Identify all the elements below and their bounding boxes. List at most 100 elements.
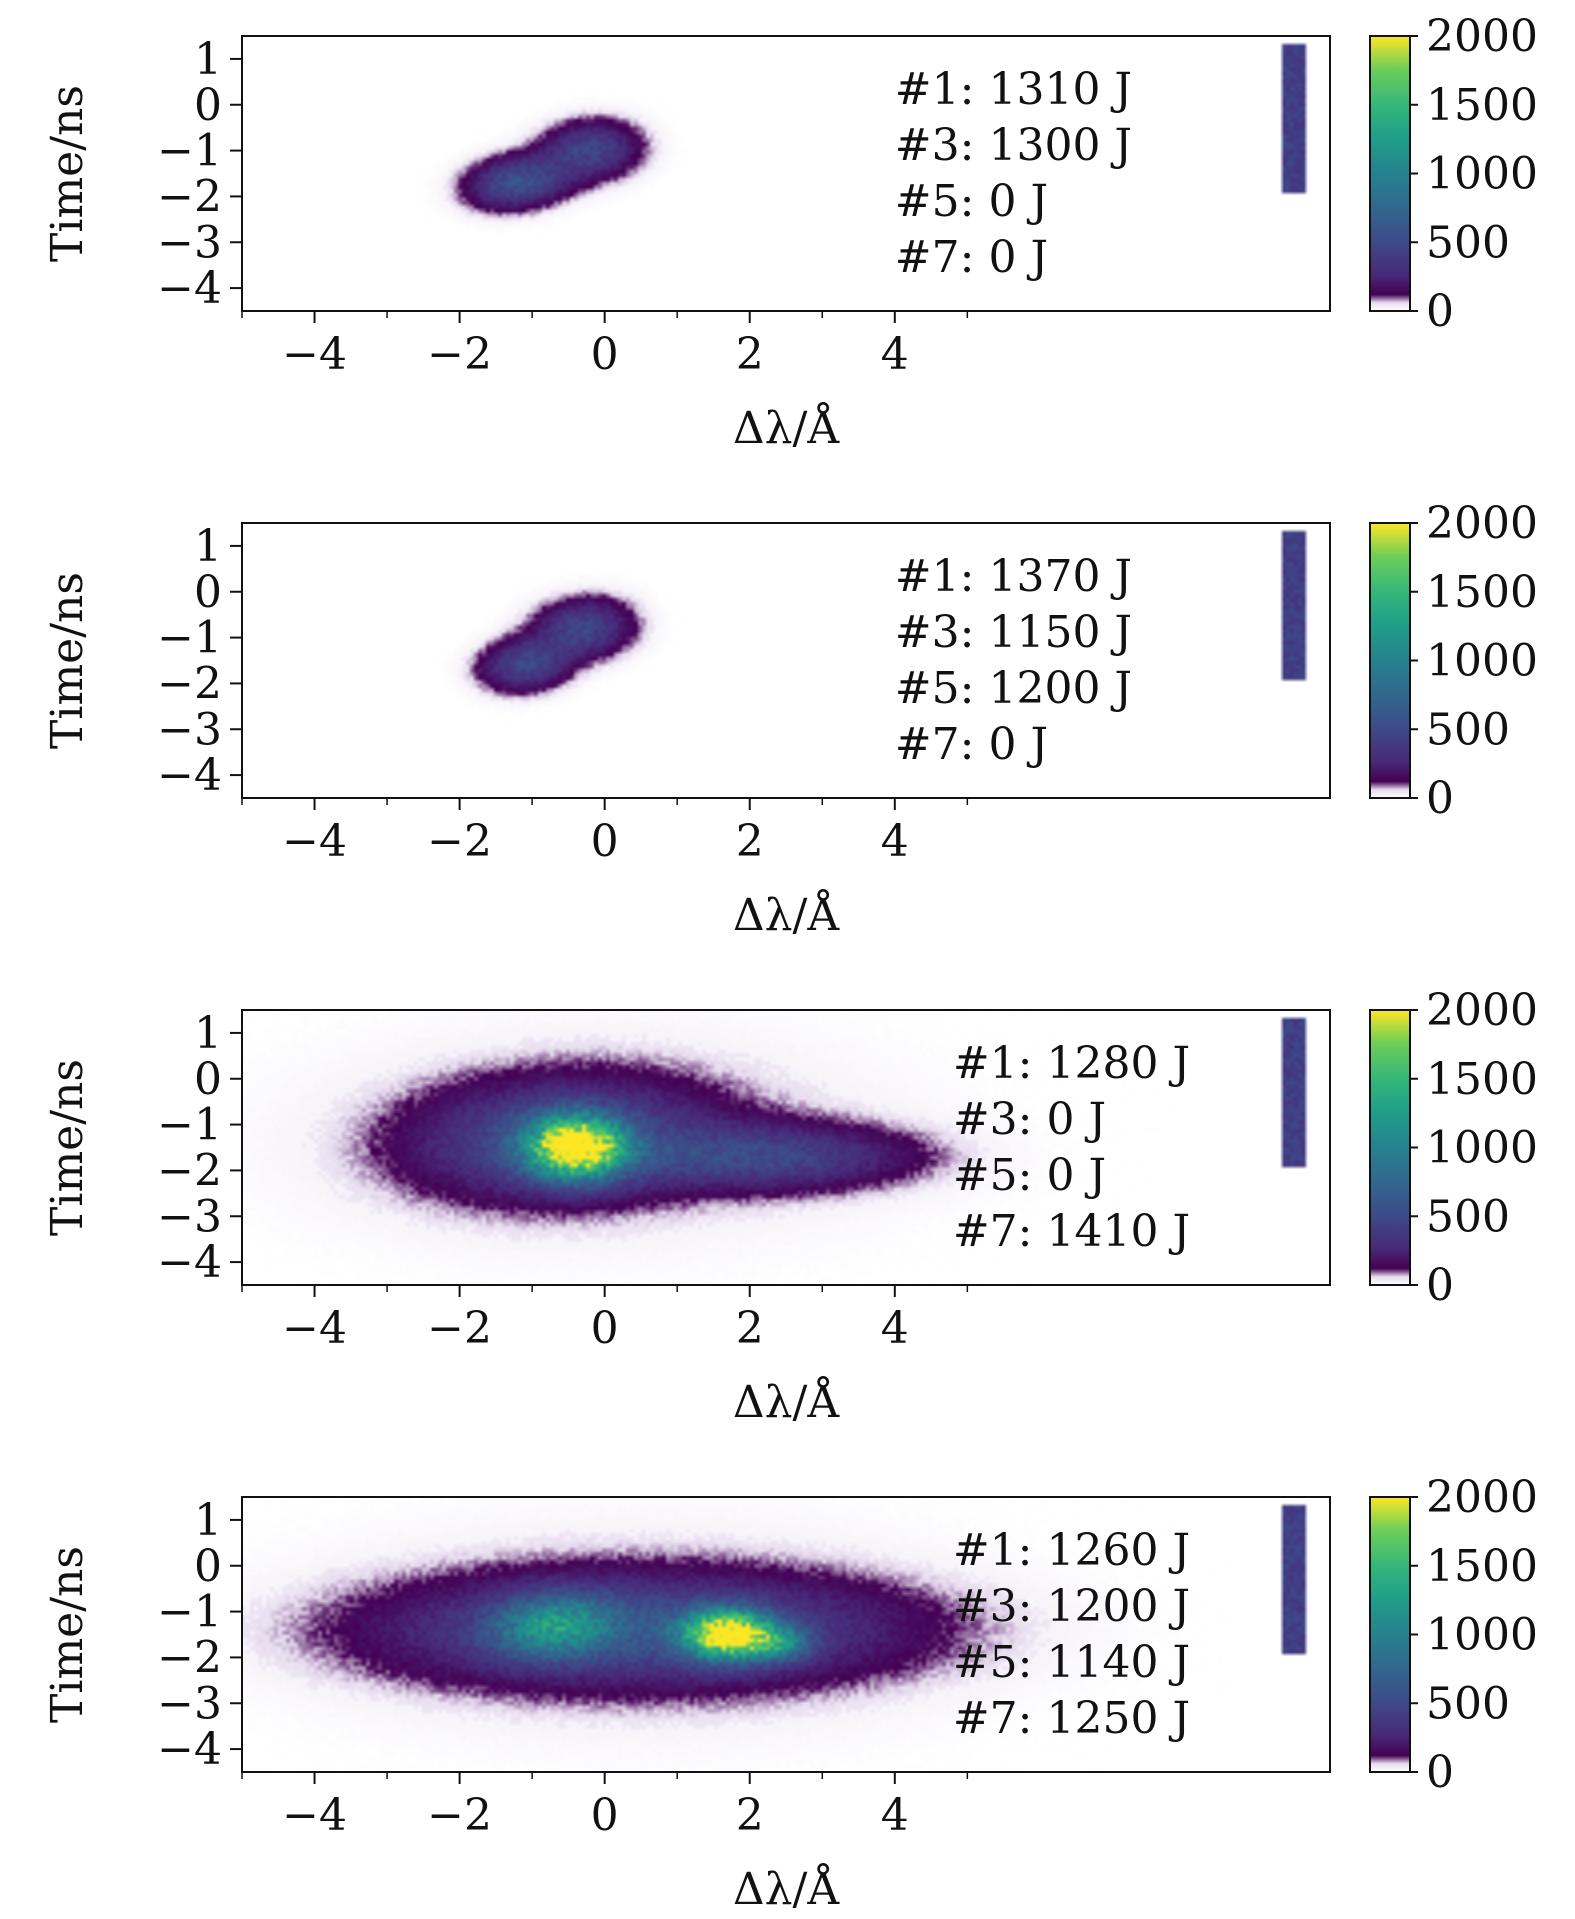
y-tick-label: −3 <box>157 217 222 268</box>
x-tick-label: 4 <box>881 1790 909 1841</box>
x-tick-label: 0 <box>591 329 619 380</box>
colorbar <box>1369 1496 1411 1773</box>
x-tick-label: 2 <box>736 1790 764 1841</box>
x-tick-label: 4 <box>881 1303 909 1354</box>
colorbar-tick-label: 1500 <box>1426 1054 1538 1105</box>
energy-annotation: #1: 1280 J <box>953 1038 1190 1089</box>
colorbar-tick-label: 1500 <box>1426 1541 1538 1592</box>
y-tick-label: −3 <box>157 1678 222 1729</box>
x-axis-label: Δλ/Å <box>733 1862 840 1915</box>
heatmap-image <box>242 1010 1330 1285</box>
energy-annotation: #1: 1260 J <box>953 1525 1190 1576</box>
energy-annotation: #5: 0 J <box>953 1150 1106 1201</box>
x-tick-label: −2 <box>427 1303 492 1354</box>
y-tick-label: −2 <box>157 1145 222 1196</box>
x-tick-label: 4 <box>881 329 909 380</box>
colorbar-tick-label: 1500 <box>1426 80 1538 131</box>
y-tick-label: −1 <box>157 1587 222 1638</box>
energy-annotation: #5: 0 J <box>895 176 1048 227</box>
energy-annotation: #3: 1200 J <box>953 1581 1190 1632</box>
energy-annotation: #7: 0 J <box>895 719 1048 770</box>
colorbar-tick-label: 1000 <box>1426 1610 1538 1661</box>
x-tick-label: −4 <box>282 1303 347 1354</box>
colorbar-tick-label: 2000 <box>1426 985 1538 1036</box>
energy-annotation: #3: 1300 J <box>895 120 1132 171</box>
y-tick-label: −2 <box>157 171 222 222</box>
x-tick-label: 2 <box>736 1303 764 1354</box>
y-axis-label: Time/ns <box>42 572 93 749</box>
energy-annotation: #3: 1150 J <box>895 607 1132 658</box>
x-tick-label: 0 <box>591 1303 619 1354</box>
y-tick-label: −1 <box>157 1100 222 1151</box>
energy-annotation: #1: 1310 J <box>895 64 1132 115</box>
colorbar-tick-label: 0 <box>1426 286 1454 337</box>
heatmap-image <box>242 36 1330 311</box>
colorbar-tick-label: 500 <box>1426 704 1510 755</box>
x-tick-label: 0 <box>591 816 619 867</box>
x-tick-label: −2 <box>427 329 492 380</box>
x-tick-label: −4 <box>282 816 347 867</box>
y-tick-label: −3 <box>157 1191 222 1242</box>
energy-annotation: #3: 0 J <box>953 1094 1106 1145</box>
y-axis-label: Time/ns <box>42 85 93 262</box>
energy-annotation: #5: 1140 J <box>953 1637 1190 1688</box>
y-tick-label: −2 <box>157 658 222 709</box>
x-tick-label: −4 <box>282 1790 347 1841</box>
colorbar-tick-label: 0 <box>1426 1260 1454 1311</box>
y-tick-label: 1 <box>194 1495 222 1546</box>
colorbar-tick-label: 500 <box>1426 217 1510 268</box>
colorbar-tick-label: 1500 <box>1426 567 1538 618</box>
y-tick-label: −2 <box>157 1632 222 1683</box>
y-tick-label: −4 <box>157 263 222 314</box>
colorbar-tick-label: 1000 <box>1426 636 1538 687</box>
energy-annotation: #7: 0 J <box>895 232 1048 283</box>
x-tick-label: −4 <box>282 329 347 380</box>
x-tick-label: 2 <box>736 329 764 380</box>
y-tick-label: 0 <box>194 1054 222 1105</box>
energy-annotation: #7: 1250 J <box>953 1693 1190 1744</box>
y-tick-label: −4 <box>157 1237 222 1288</box>
energy-annotation: #1: 1370 J <box>895 551 1132 602</box>
heatmap-image <box>242 1497 1330 1772</box>
y-tick-label: 0 <box>194 80 222 131</box>
y-tick-label: −4 <box>157 750 222 801</box>
y-tick-label: 0 <box>194 1541 222 1592</box>
energy-annotation: #7: 1410 J <box>953 1206 1190 1257</box>
colorbar-tick-label: 500 <box>1426 1678 1510 1729</box>
y-tick-label: 0 <box>194 567 222 618</box>
y-axis-label: Time/ns <box>42 1546 93 1723</box>
heatmap-image <box>242 523 1330 798</box>
x-tick-label: 2 <box>736 816 764 867</box>
colorbar <box>1369 35 1411 312</box>
colorbar <box>1369 1009 1411 1286</box>
y-tick-label: −1 <box>157 613 222 664</box>
colorbar-tick-label: 2000 <box>1426 498 1538 549</box>
plot-frame <box>241 35 1331 312</box>
y-tick-label: 1 <box>194 1008 222 1059</box>
colorbar-tick-label: 2000 <box>1426 1472 1538 1523</box>
y-tick-label: 1 <box>194 521 222 572</box>
plot-frame <box>241 1496 1331 1773</box>
y-axis-label: Time/ns <box>42 1059 93 1236</box>
x-tick-label: 4 <box>881 816 909 867</box>
y-tick-label: 1 <box>194 34 222 85</box>
colorbar <box>1369 522 1411 799</box>
y-tick-label: −4 <box>157 1724 222 1775</box>
x-tick-label: 0 <box>591 1790 619 1841</box>
x-axis-label: Δλ/Å <box>733 888 840 941</box>
colorbar-tick-label: 0 <box>1426 1747 1454 1798</box>
colorbar-tick-label: 1000 <box>1426 1123 1538 1174</box>
colorbar-tick-label: 0 <box>1426 773 1454 824</box>
energy-annotation: #5: 1200 J <box>895 663 1132 714</box>
x-tick-label: −2 <box>427 816 492 867</box>
y-tick-label: −1 <box>157 126 222 177</box>
x-axis-label: Δλ/Å <box>733 401 840 454</box>
x-tick-label: −2 <box>427 1790 492 1841</box>
colorbar-tick-label: 500 <box>1426 1191 1510 1242</box>
y-tick-label: −3 <box>157 704 222 755</box>
plot-frame <box>241 1009 1331 1286</box>
colorbar-tick-label: 2000 <box>1426 11 1538 62</box>
